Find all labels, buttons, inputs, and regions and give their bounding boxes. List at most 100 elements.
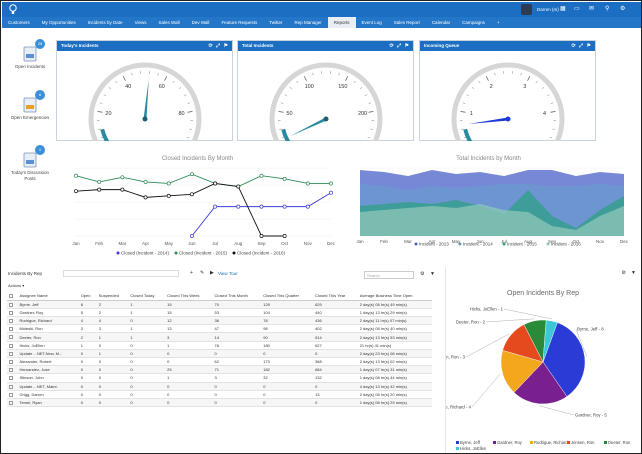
table-row[interactable]: Gardner, Roy 5 2 1 15 53 104 440 1 day(s) 13 hr(… — [7, 308, 432, 318]
row-checkbox[interactable] — [7, 390, 18, 399]
legend-label[interactable]: Closed (Incident - 2014) — [121, 251, 170, 256]
legend-label[interactable]: Incident - 2016 — [551, 242, 581, 247]
select-all-checkbox[interactable] — [7, 292, 18, 301]
panel-tools[interactable]: ⟳ ⤢ ⚑ — [208, 43, 229, 49]
table-row[interactable]: Hernandez, Jose 0 0 0 25 71 182 684 1 day(s) 07 … — [7, 365, 432, 375]
series-area[interactable] — [360, 204, 624, 236]
legend-label[interactable]: Byrne, Jeff — [460, 440, 481, 445]
panel-tools[interactable]: ⟳ ⤢ ⚑ — [571, 43, 592, 49]
data-point[interactable] — [259, 234, 264, 238]
data-point[interactable] — [189, 192, 194, 197]
pie-slice[interactable] — [542, 322, 586, 397]
calendar-icon[interactable]: ▦ — [560, 6, 566, 12]
sidebar-item-2[interactable]: 1 Today's Discussion Posts — [9, 145, 51, 181]
data-point[interactable] — [166, 193, 171, 198]
data-point[interactable] — [213, 204, 218, 209]
mail-icon[interactable]: ✉ — [589, 6, 595, 12]
row-checkbox[interactable] — [7, 324, 18, 334]
legend-label[interactable]: Deeter, Ron — [608, 440, 631, 445]
avatar[interactable] — [521, 4, 532, 15]
data-point[interactable] — [329, 190, 333, 195]
data-point[interactable] — [143, 195, 148, 200]
add-icon[interactable]: + — [190, 270, 193, 276]
data-point[interactable] — [189, 234, 194, 238]
data-point[interactable] — [97, 179, 102, 184]
row-checkbox[interactable] — [7, 308, 18, 318]
nav-item-reports[interactable]: Reports — [327, 17, 356, 28]
nav-item--[interactable]: + — [496, 20, 500, 25]
sidebar-item-0[interactable]: 29 Open Incidents — [9, 39, 51, 70]
column-header[interactable]: Closed This Quarter — [261, 292, 314, 301]
actions-menu[interactable]: Actions ▾ — [8, 283, 25, 288]
pie-slice[interactable] — [500, 350, 544, 393]
data-point[interactable] — [120, 187, 125, 192]
data-point[interactable] — [166, 181, 171, 186]
pie-slice[interactable] — [513, 361, 568, 405]
nav-item-feature-requests[interactable]: Feature Requests — [221, 20, 258, 25]
panel-tools[interactable]: ⟳ ⤢ ⚑ — [389, 43, 410, 49]
edit-icon[interactable]: ✎ — [200, 270, 205, 276]
nav-item-incidents-by-date[interactable]: Incidents by Date — [87, 20, 123, 25]
legend-label[interactable]: Closed (Incident - 2016) — [237, 251, 286, 256]
table-row[interactable]: Alexander, Robert 0 0 0 0 62 173 368 2 day(s) 13… — [7, 357, 432, 367]
table-row[interactable]: Moleski, Ron 3 3 1 13 47 96 402 2 day(s) 08 hr(s… — [7, 324, 432, 334]
data-point[interactable] — [189, 172, 194, 177]
column-header[interactable]: Open — [78, 292, 97, 301]
column-header[interactable]: Suspended — [96, 292, 129, 301]
nav-item-rep-manager[interactable]: Rep Manager — [294, 20, 322, 25]
nav-item-twitter[interactable]: Twitter — [269, 20, 283, 25]
data-point[interactable] — [329, 181, 333, 186]
table-row[interactable]: Deeter, Ron 2 1 1 3 14 90 514 2 day(s) 13 hr(s) … — [7, 332, 432, 342]
nav-item-views[interactable]: Views — [134, 20, 147, 25]
play-icon[interactable]: ▶ — [210, 270, 214, 276]
table-row[interactable]: Hicks, JoEllen 1 0 0 1 78 180 627 21 hr(s) 41 mi… — [7, 341, 432, 350]
nav-item-sales-report[interactable]: Sales Report — [393, 20, 420, 25]
legend-label[interactable]: Closed (Incident - 2015) — [179, 251, 228, 256]
row-checkbox[interactable] — [7, 398, 18, 408]
user-name[interactable]: Darren (m) — [537, 7, 559, 12]
data-point[interactable] — [213, 181, 218, 186]
row-checkbox[interactable] — [7, 316, 18, 326]
nav-item-my-opportunities[interactable]: My Opportunities — [41, 20, 76, 25]
nav-item-dev-wall[interactable]: Dev Wall — [191, 20, 210, 25]
legend-label[interactable]: Gardner, Roy — [497, 440, 523, 445]
data-point[interactable] — [259, 204, 264, 209]
table-row[interactable]: Stinson, John 0 0 0 1 3 32 132 1 day(s) 08 hr(s)… — [7, 373, 432, 383]
pie-slice[interactable] — [542, 319, 558, 363]
legend-label[interactable]: Incident - 2014 — [463, 242, 493, 247]
search-input[interactable]: Search — [364, 271, 414, 279]
column-header[interactable]: Closed Today — [128, 292, 166, 301]
search-icon[interactable]: ⚲ — [605, 6, 610, 12]
row-checkbox[interactable] — [7, 382, 18, 391]
legend-label[interactable]: Hicks, JoEllen — [460, 446, 487, 451]
data-point[interactable] — [236, 184, 241, 189]
view-tour-link[interactable]: View Tour — [218, 271, 238, 276]
nav-item-event-log[interactable]: Event Log — [361, 20, 382, 25]
data-point[interactable] — [305, 181, 310, 186]
column-header[interactable]: Closed This Year — [313, 292, 358, 301]
column-header[interactable]: Closed This Week — [165, 292, 213, 301]
row-checkbox[interactable] — [7, 341, 18, 350]
table-row[interactable]: Update - .NET, Maint. 0 0 0 0 0 0 0 4 day(s) 13 … — [7, 382, 432, 391]
table-row[interactable]: Temel, Ryan 0 0 0 0 0 0 0 1 day(s) 08 hr(s) 29 m… — [7, 398, 432, 408]
legend-label[interactable]: Rodrigue, Richard — [534, 440, 568, 445]
row-checkbox[interactable] — [7, 373, 18, 383]
nav-item-calendar[interactable]: Calendar — [431, 20, 451, 25]
filter-icon[interactable]: ▼ — [430, 271, 435, 277]
data-point[interactable] — [120, 175, 125, 180]
table-row[interactable]: Rodrigue, Richard 4 4 0 12 36 76 436 2 day(s) 11… — [7, 316, 432, 326]
data-point[interactable] — [282, 176, 287, 181]
table-row[interactable]: Grigg, Darren 0 0 0 0 0 0 13 2 day(s) 08 hr(s) 2… — [7, 390, 432, 399]
column-header[interactable]: Assignee Name — [17, 292, 79, 301]
settings-icon[interactable]: ⚙ — [420, 271, 425, 277]
data-point[interactable] — [143, 179, 148, 184]
row-checkbox[interactable] — [7, 332, 18, 342]
nav-item-campaigns[interactable]: Campaigns — [462, 20, 485, 25]
settings-icon[interactable]: ⚙ — [621, 270, 626, 276]
nav-item-sales-wall[interactable]: Sales Wall — [158, 20, 180, 25]
monitor-icon[interactable]: ▭ — [574, 6, 580, 12]
data-point[interactable] — [74, 189, 78, 194]
filter-icon[interactable]: ▼ — [631, 270, 636, 276]
data-point[interactable] — [282, 234, 287, 238]
table-row[interactable]: Update - .NET,New, M... 0 1 0 0 0 0 0 2 day(s) 2… — [7, 349, 432, 359]
